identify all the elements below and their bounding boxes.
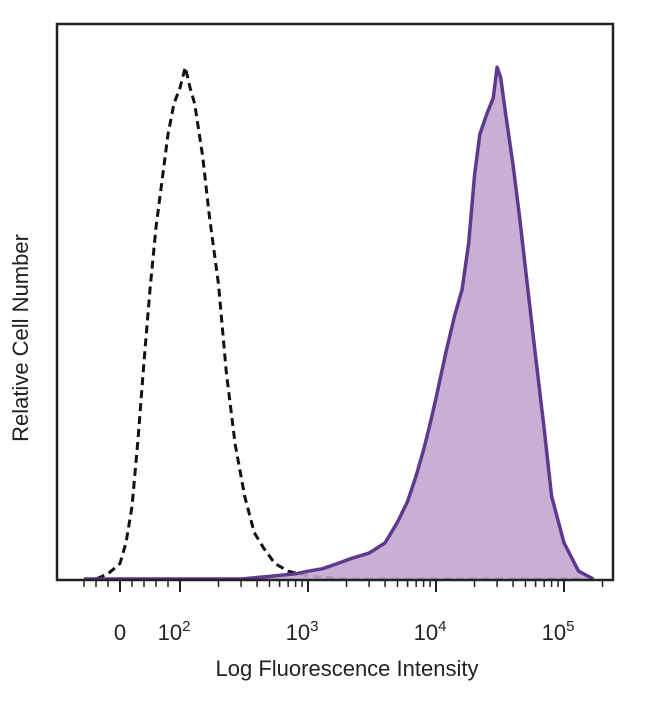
- plot-frame: [55, 22, 615, 582]
- x-tick-label: 0: [114, 620, 126, 645]
- x-axis-title: Log Fluorescence Intensity: [216, 656, 479, 681]
- x-tick-label: 103: [286, 618, 319, 645]
- x-axis: 0 102 103 104 105: [83, 580, 604, 645]
- series-2-fill: [84, 67, 594, 579]
- series-2-line: [84, 65, 595, 581]
- x-tick-label: 102: [158, 618, 191, 645]
- x-tick-label: 105: [542, 618, 575, 645]
- plot-content: [84, 65, 595, 581]
- x-tick-label: 104: [414, 618, 447, 645]
- y-axis-title: Relative Cell Number: [8, 234, 33, 442]
- series-1-line: [84, 65, 587, 581]
